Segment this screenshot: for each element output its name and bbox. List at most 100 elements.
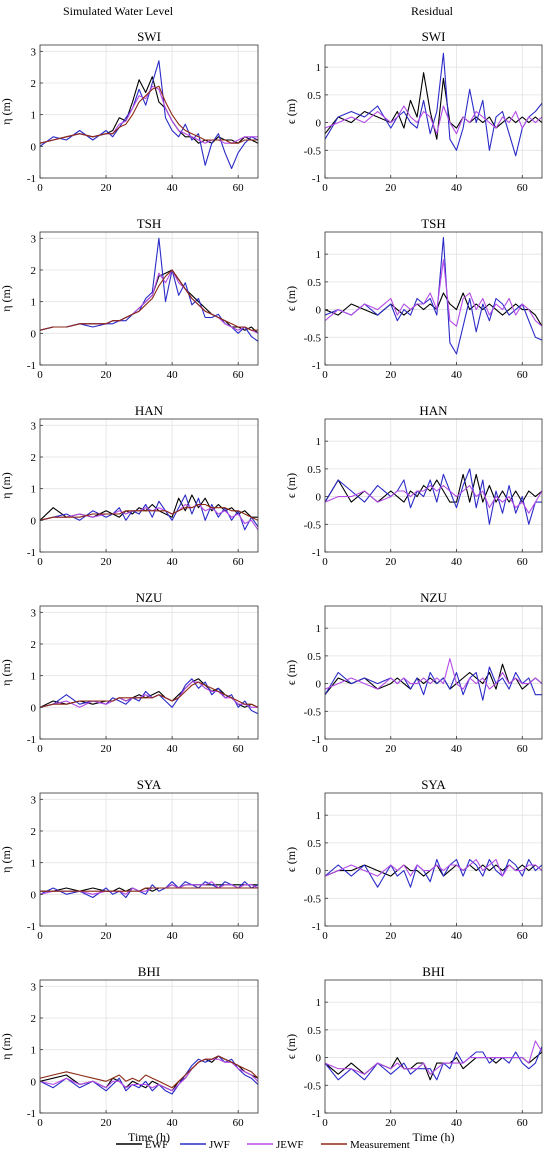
x-tick-label: 20 — [385, 1117, 397, 1129]
y-axis-label: ϵ (m) — [284, 473, 298, 498]
x-tick-label: 60 — [517, 182, 529, 194]
x-tick-label: 40 — [167, 369, 179, 381]
y-tick-label: 3 — [31, 607, 37, 619]
x-tick-label: 40 — [451, 1117, 463, 1129]
x-tick-label: 60 — [233, 930, 245, 942]
y-axis-label: η (m) — [0, 98, 13, 125]
plot-area — [325, 606, 542, 739]
y-tick-label: -1 — [312, 173, 321, 185]
axes-box — [39, 44, 259, 179]
panel-title: HAN — [135, 403, 164, 418]
y-tick-label: -1 — [312, 547, 321, 559]
x-tick-label: 0 — [37, 1117, 43, 1129]
y-tick-label: -0.5 — [304, 706, 322, 718]
y-tick-label: 0 — [31, 515, 37, 527]
x-tick-label: 20 — [385, 369, 397, 381]
y-tick-label: 1 — [316, 62, 322, 74]
x-tick-label: 60 — [517, 1117, 529, 1129]
series-line-jwf — [325, 236, 542, 355]
x-tick-label: 20 — [101, 556, 113, 568]
y-tick-label: 0 — [316, 679, 322, 691]
x-tick-label: 20 — [101, 930, 113, 942]
plot-area — [40, 45, 258, 178]
y-tick-label: 0.5 — [307, 277, 321, 289]
y-tick-label: -0.5 — [304, 519, 322, 531]
x-tick-label: 20 — [101, 743, 113, 755]
axes-box — [39, 418, 259, 553]
series-line-jwf — [40, 60, 258, 170]
series-group — [325, 658, 542, 701]
x-tick-label: 40 — [451, 182, 463, 194]
x-tick-label: 0 — [322, 743, 328, 755]
y-tick-label: 1 — [316, 810, 322, 822]
y-tick-label: 3 — [31, 981, 37, 993]
series-line-jewf — [325, 858, 542, 877]
panel-sya-residual: 0 20 40 60 -1 -0.5 0 0.5 1 SYA ϵ (m) — [284, 777, 543, 942]
axes-box — [324, 792, 543, 927]
y-tick-label: -1 — [27, 360, 36, 372]
y-tick-label: 1 — [31, 671, 37, 683]
series-group — [40, 237, 258, 342]
plot-area — [40, 419, 258, 552]
y-tick-label: 3 — [31, 233, 37, 245]
series-group — [40, 678, 258, 715]
series-line-measurement — [40, 85, 258, 144]
y-tick-label: 2 — [31, 639, 37, 651]
panel-title: SWI — [422, 29, 446, 44]
panel-han-residual: 0 20 40 60 -1 -0.5 0 0.5 1 HAN ϵ (m) — [284, 403, 543, 568]
y-tick-label: 3 — [31, 46, 37, 58]
x-tick-label: 40 — [167, 1117, 179, 1129]
series-line-measurement — [40, 503, 258, 521]
x-tick-label: 40 — [167, 930, 179, 942]
y-tick-label: 0 — [31, 1076, 37, 1088]
y-tick-label: 3 — [31, 794, 37, 806]
panel-title: TSH — [137, 216, 162, 231]
legend-label-jewf: JEWF — [276, 1139, 304, 1151]
x-tick-label: 0 — [37, 182, 43, 194]
y-tick-label: 1 — [31, 484, 37, 496]
axes-box — [324, 44, 543, 179]
y-tick-label: 2 — [31, 826, 37, 838]
y-axis-label: η (m) — [0, 659, 13, 686]
series-line-jewf — [40, 1058, 258, 1092]
x-tick-label: 60 — [517, 369, 529, 381]
series-line-jwf — [325, 1046, 542, 1081]
column-title-level: Simulated Water Level — [63, 4, 174, 18]
x-tick-label: 40 — [451, 930, 463, 942]
panel-nzu-residual: 0 20 40 60 -1 -0.5 0 0.5 1 NZU ϵ (m) — [284, 590, 543, 755]
plot-area — [40, 793, 258, 926]
x-tick-label: 20 — [101, 1117, 113, 1129]
y-tick-label: 1 — [31, 110, 37, 122]
axes-box — [39, 979, 259, 1114]
x-tick-label: 60 — [517, 930, 529, 942]
x-tick-label: 0 — [322, 930, 328, 942]
series-group — [40, 494, 258, 531]
x-tick-label: 60 — [517, 743, 529, 755]
y-tick-label: -1 — [312, 734, 321, 746]
series-line-jwf — [325, 52, 542, 157]
y-tick-label: 0 — [31, 141, 37, 153]
y-axis-label: η (m) — [0, 285, 13, 312]
series-line-ewf — [325, 473, 542, 503]
y-tick-label: 0.5 — [307, 651, 321, 663]
axes-box — [324, 979, 543, 1114]
panel-swi-residual: 0 20 40 60 -1 -0.5 0 0.5 1 SWI ϵ (m) — [284, 29, 543, 194]
y-tick-label: 1 — [316, 436, 322, 448]
panel-title: SYA — [421, 777, 446, 792]
y-tick-label: 0.5 — [307, 464, 321, 476]
y-tick-label: 1 — [31, 858, 37, 870]
y-tick-label: 0 — [31, 328, 37, 340]
legend: EWF JWF JEWF Measurement — [116, 1139, 410, 1151]
y-tick-label: -0.5 — [304, 145, 322, 157]
series-group — [325, 236, 542, 355]
legend-label-measurement: Measurement — [350, 1139, 410, 1151]
y-axis-label: η (m) — [0, 1033, 13, 1060]
panel-title: BHI — [138, 964, 160, 979]
